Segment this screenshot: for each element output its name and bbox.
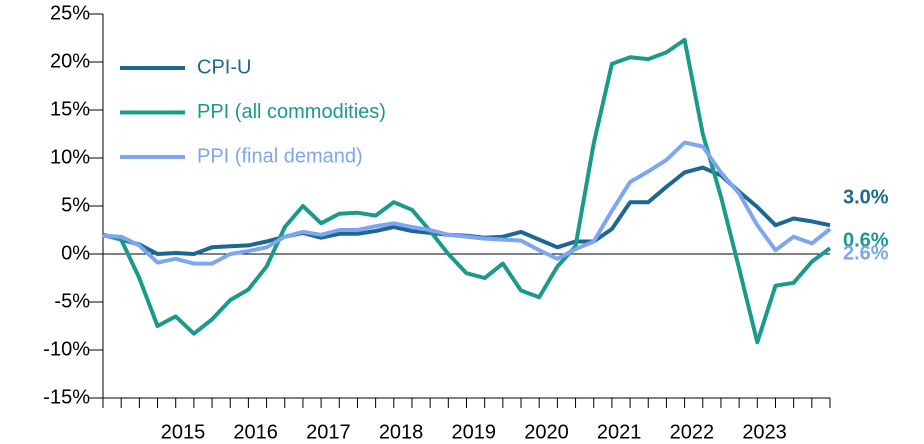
y-tick-label: 0% [61,242,90,264]
y-tick-label: -10% [43,338,90,360]
y-tick-label: 5% [61,194,90,216]
legend-label: PPI (final demand) [197,145,363,167]
x-tick-label: 2020 [524,421,569,443]
y-tick-label: -15% [43,386,90,408]
series-line [102,165,831,256]
x-tick-label: 2023 [742,421,787,443]
series-line [102,37,832,345]
end-label: 2.6% [843,243,889,265]
legend-label: CPI-U [197,56,251,78]
series-line [102,140,832,266]
end-label: 0.6% [843,229,889,251]
y-tick-label: 20% [50,50,90,72]
y-tick-label: 10% [50,146,90,168]
x-tick-label: 2015 [161,421,206,443]
x-tick-label: 2018 [379,421,424,443]
x-tick-label: 2016 [233,421,278,443]
end-label: 3.0% [843,186,889,208]
x-tick-label: 2019 [452,421,497,443]
x-tick-label: 2022 [670,421,715,443]
legend-label: PPI (all commodities) [197,101,386,123]
y-tick-label: 25% [50,2,90,24]
y-tick-label: -5% [54,290,90,312]
y-tick-label: 15% [50,98,90,120]
x-tick-label: 2021 [597,421,642,443]
x-tick-label: 2017 [306,421,351,443]
